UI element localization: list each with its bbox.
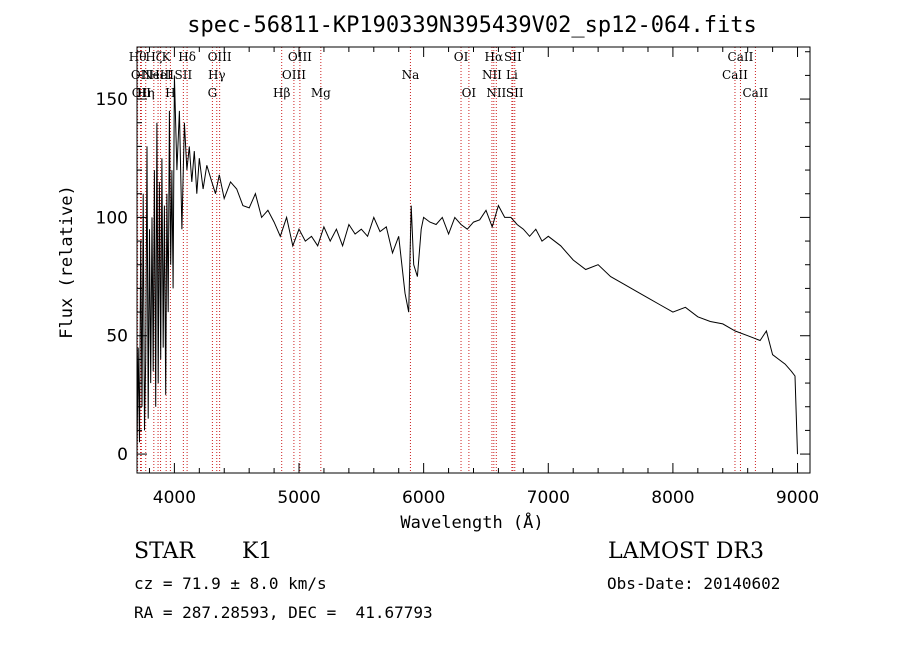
y-axis: 0 50 100 150: [96, 51, 810, 465]
line-label-7: K: [162, 50, 172, 64]
line-label-15: OIII: [282, 68, 306, 82]
y-tick-label-3: 150: [96, 90, 128, 110]
line-label-24: Li: [506, 68, 518, 82]
line-label-5: NeIII: [142, 68, 174, 82]
line-label-8: H: [165, 86, 175, 100]
x-tick-label-3: 7000: [527, 488, 570, 508]
x-axis: 4000 5000 6000 7000 8000 9000: [148, 47, 819, 508]
spectrum-line: [136, 75, 798, 455]
line-label-20: OI: [462, 86, 477, 100]
line-markers: [137, 47, 756, 473]
line-label-28: CaII: [728, 50, 754, 64]
survey-name: LAMOST DR3: [608, 539, 764, 564]
object-class: STAR: [134, 539, 195, 564]
line-label-19: OI: [454, 50, 469, 64]
line-label-23: NII: [486, 86, 506, 100]
x-tick-label-0: 4000: [153, 488, 196, 508]
y-tick-label-0: 0: [117, 445, 128, 465]
x-axis-label: Wavelength (Å): [400, 511, 543, 533]
plot-frame: [136, 46, 811, 474]
line-label-25: SII: [504, 50, 522, 64]
y-tick-label-2: 100: [96, 208, 128, 228]
line-label-26: SII: [506, 86, 524, 100]
line-label-14: Hβ: [273, 86, 290, 100]
line-label-9: SII: [175, 68, 193, 82]
x-tick-label-4: 8000: [651, 488, 694, 508]
x-tick-label-5: 9000: [776, 488, 819, 508]
line-label-13: OIII: [208, 50, 232, 64]
line-label-22: Hα: [485, 50, 504, 64]
ra-dec: RA = 287.28593, DEC = 41.67793: [134, 603, 433, 622]
line-label-4: Hζ: [145, 50, 162, 64]
line-label-3: Hη: [137, 86, 155, 100]
object-subclass: K1: [242, 539, 273, 564]
redshift-cz: cz = 71.9 ± 8.0 km/s: [134, 574, 327, 593]
x-tick-label-2: 6000: [402, 488, 445, 508]
line-label-27: CaII: [722, 68, 748, 82]
line-labels: HθOIIOIIHηHζNeIIIHeIKHSIIHδGHγOIIIHβOIII…: [129, 50, 769, 100]
line-label-18: Na: [402, 68, 420, 82]
line-label-16: OIII: [288, 50, 312, 64]
line-label-10: Hδ: [178, 50, 196, 64]
line-label-29: CaII: [742, 86, 768, 100]
y-tick-label-1: 50: [106, 327, 128, 347]
chart-title: spec-56811-KP190339N395439V02_sp12-064.f…: [187, 13, 757, 38]
line-label-6: HeI: [149, 68, 172, 82]
line-label-21: NII: [482, 68, 502, 82]
line-label-0: Hθ: [129, 50, 147, 64]
y-axis-label: Flux (relative): [57, 185, 77, 339]
line-label-12: Hγ: [208, 68, 226, 82]
x-tick-label-1: 5000: [277, 488, 320, 508]
line-label-17: Mg: [311, 86, 331, 100]
obs-date: Obs-Date: 20140602: [607, 574, 781, 593]
line-label-11: G: [208, 86, 218, 100]
